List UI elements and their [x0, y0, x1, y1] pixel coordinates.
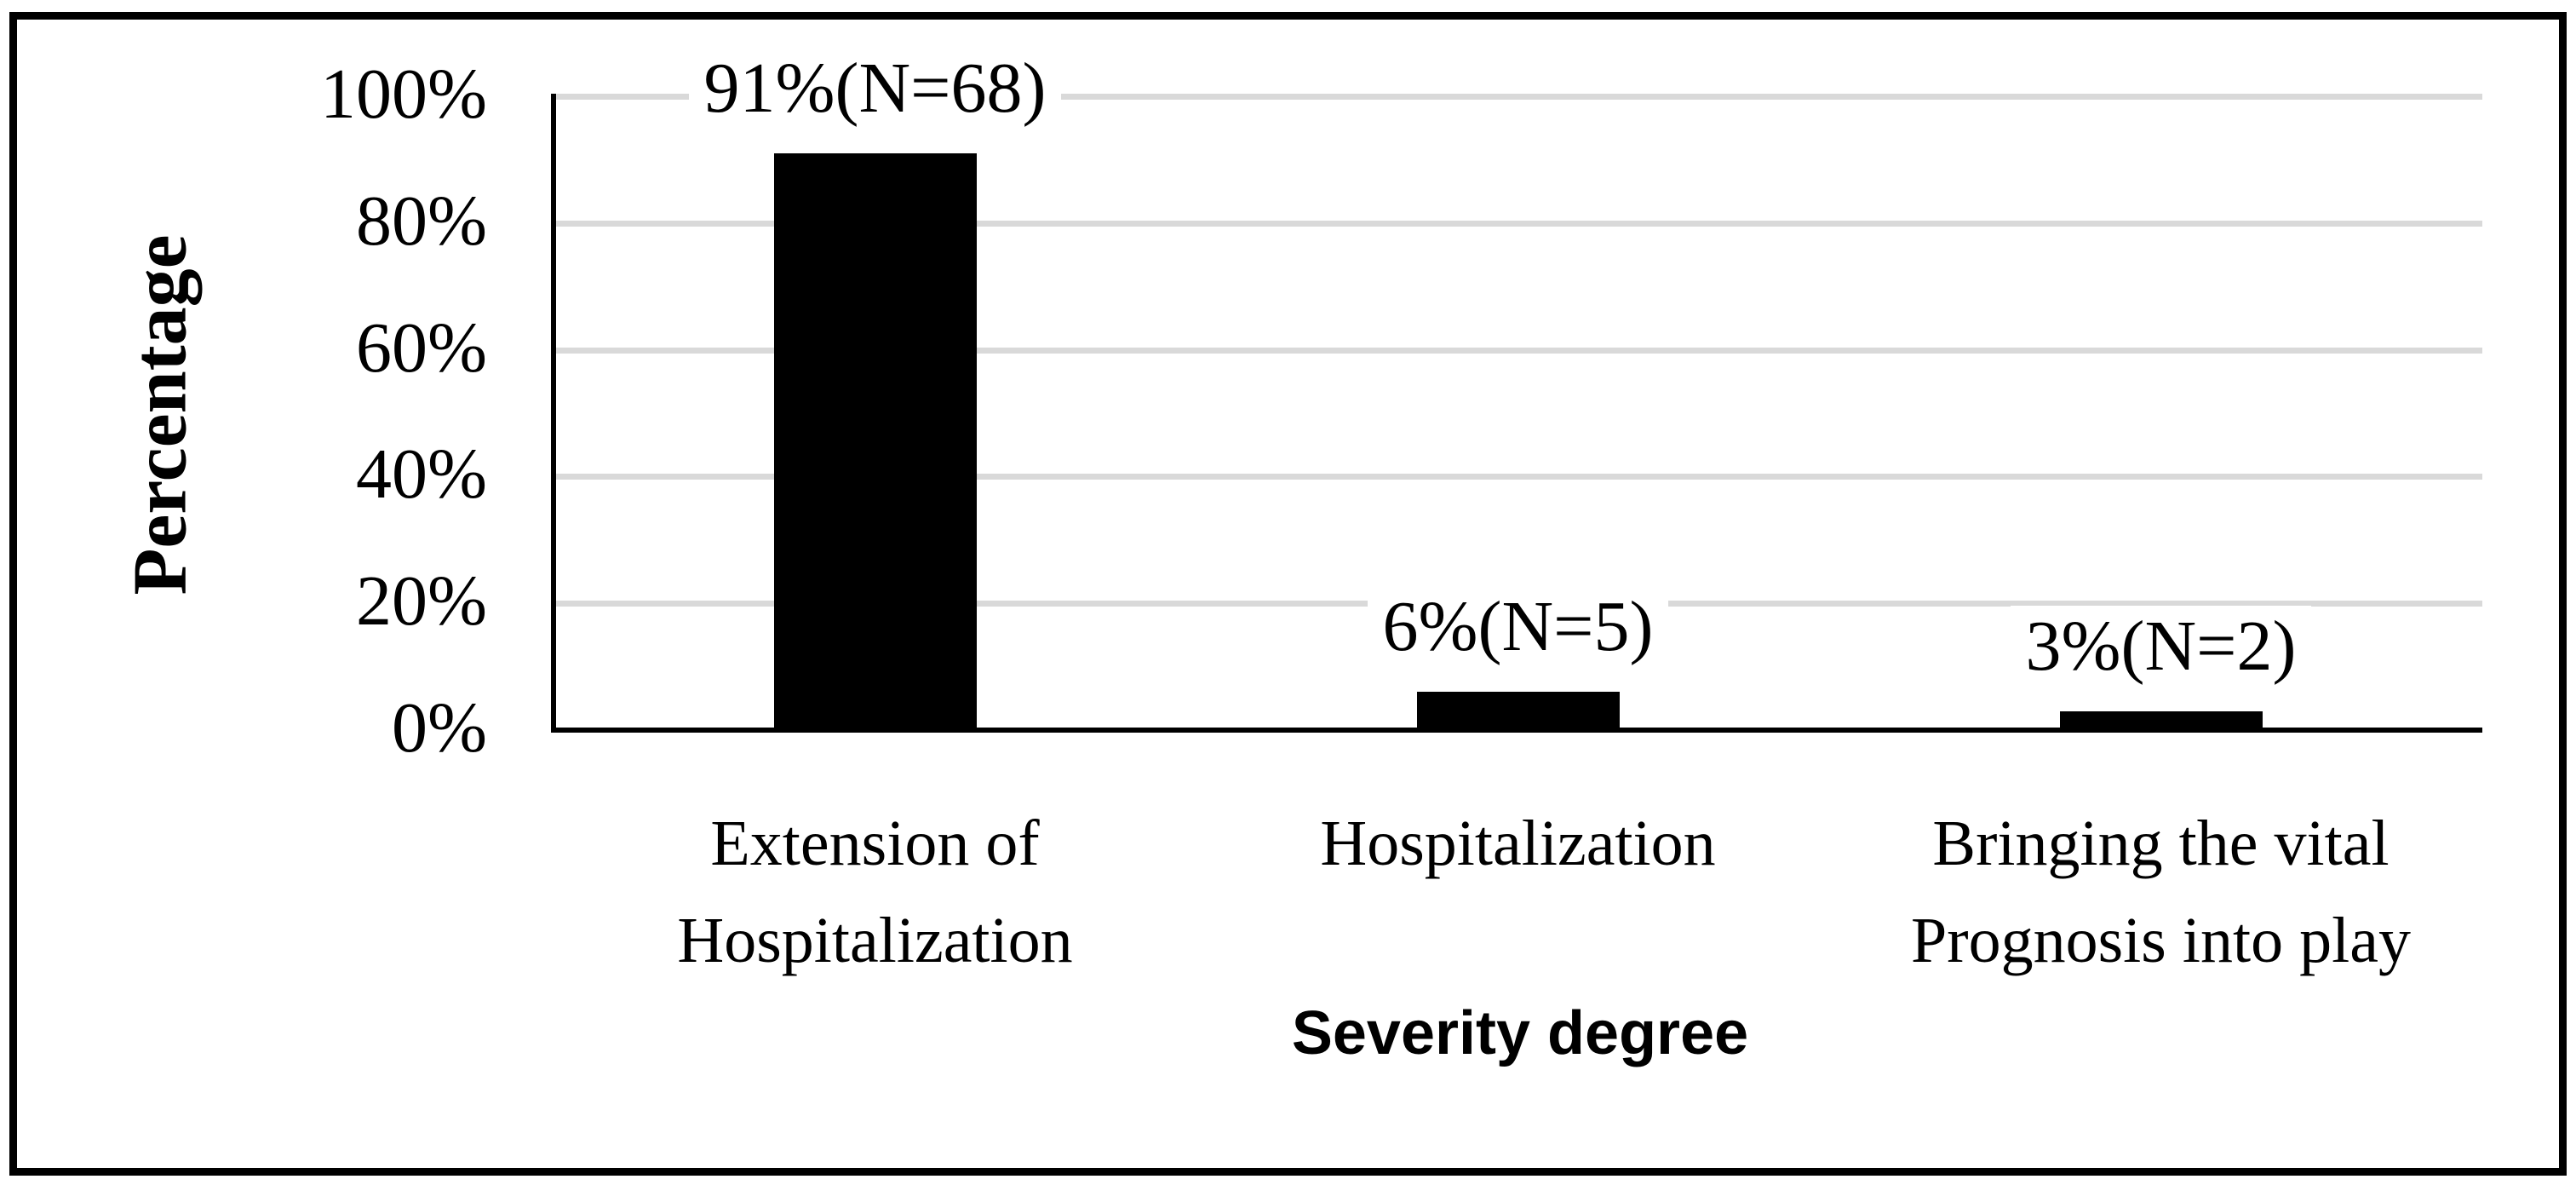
data-label-3: 3%(N=2) — [2010, 605, 2312, 687]
y-tick-label-60: 60% — [356, 308, 487, 388]
y-gridline-60 — [556, 347, 2482, 354]
y-tick-label-80: 80% — [356, 181, 487, 261]
category-label-line: Hospitalization — [1320, 808, 1716, 879]
data-label-2: 6%(N=5) — [1367, 586, 1669, 669]
y-tick-label-20: 20% — [356, 561, 487, 641]
category-label-line: Hospitalization — [677, 905, 1073, 976]
category-label-3: Bringing the vital Prognosis into play — [1829, 795, 2493, 989]
y-axis-title: Percentage — [118, 234, 203, 595]
bar-3 — [2059, 710, 2263, 730]
data-label-1: 91%(N=68) — [688, 47, 1062, 129]
x-axis-line — [551, 728, 2482, 733]
category-label-line: Bringing the vital — [1932, 808, 2390, 879]
y-tick-label-40: 40% — [356, 434, 487, 515]
category-label-2: Hospitalization — [1186, 795, 1850, 892]
x-axis-title: Severity degree — [1291, 999, 1749, 1067]
category-label-1: Extension of Hospitalization — [543, 795, 1208, 989]
category-label-line: Prognosis into play — [1911, 905, 2411, 976]
y-gridline-100 — [556, 94, 2482, 100]
category-label-line: Extension of — [710, 808, 1040, 879]
y-tick-label-100: 100% — [320, 55, 487, 134]
y-tick-label-0: 0% — [392, 688, 487, 768]
bar-1 — [773, 152, 977, 730]
bar-2 — [1416, 692, 1620, 730]
y-gridline-80 — [556, 220, 2482, 227]
y-gridline-40 — [556, 474, 2482, 480]
y-axis-line — [551, 94, 556, 733]
